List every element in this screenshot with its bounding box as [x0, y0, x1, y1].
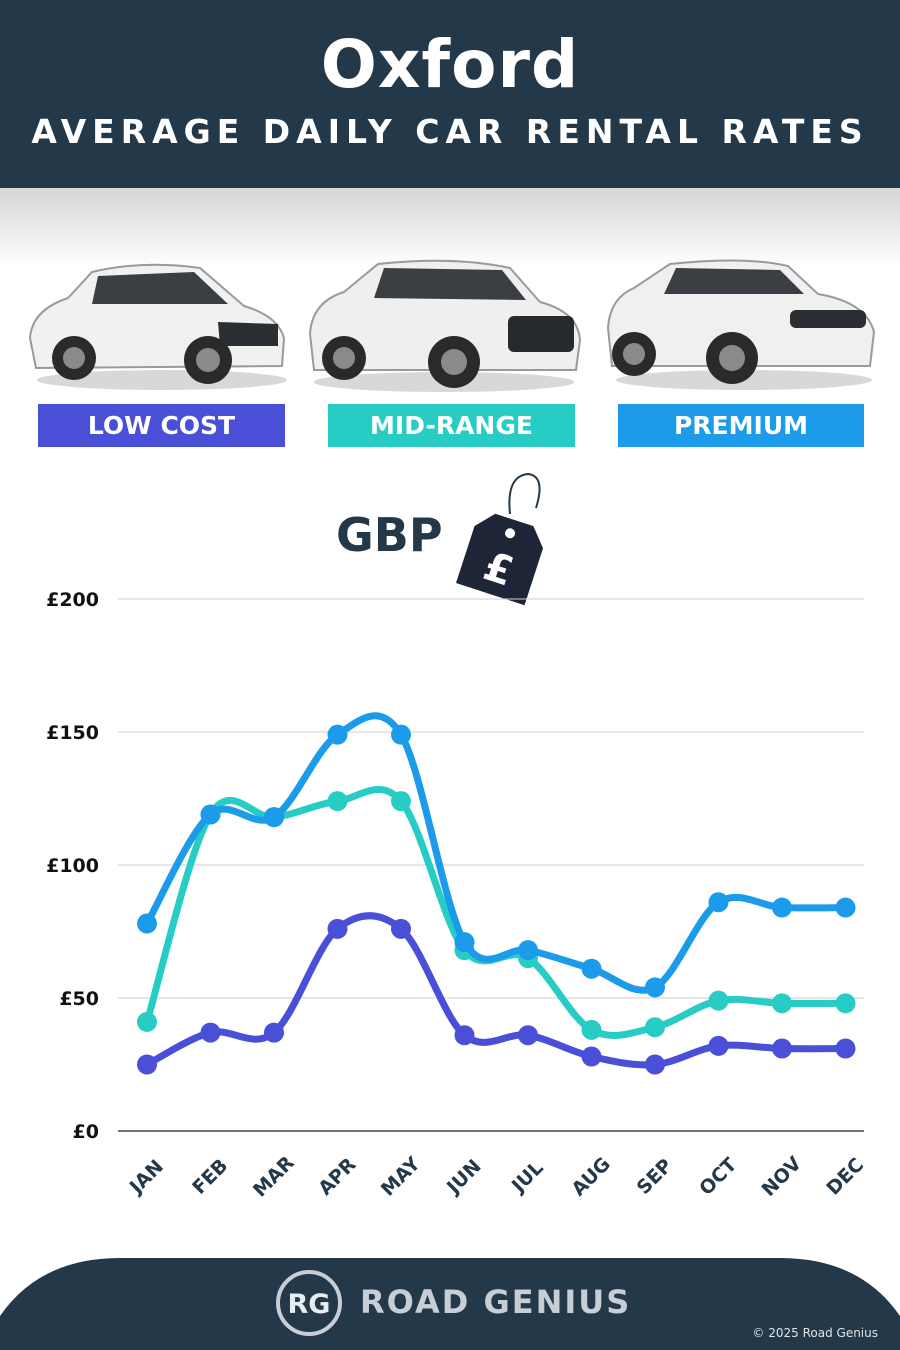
data-point [137, 1054, 157, 1075]
suv-car-image [308, 259, 582, 392]
header-shadow [0, 188, 900, 268]
data-point [835, 897, 856, 918]
series-line-low-cost [143, 912, 849, 1069]
copyright-text: © 2025 Road Genius [752, 1326, 878, 1340]
data-point [327, 918, 348, 939]
data-point [772, 1038, 792, 1059]
x-tick-label: JUL [506, 1157, 547, 1198]
logo-initials: RG [287, 1289, 331, 1320]
series-line-mid-range [143, 786, 849, 1039]
data-point [454, 1025, 475, 1046]
page-title: Oxford [320, 26, 580, 103]
premium-badge: PREMIUM [618, 404, 864, 447]
data-point [645, 1054, 665, 1075]
x-tick-label: NOV [758, 1152, 806, 1200]
y-tick-label: £100 [46, 855, 99, 877]
y-tick-label: £150 [46, 722, 99, 744]
data-point [391, 724, 411, 745]
hatchback-car-image [28, 263, 287, 390]
data-point [645, 1017, 665, 1038]
brand-name: ROAD GENIUS [360, 1283, 632, 1321]
data-point [200, 1022, 221, 1043]
data-point [327, 791, 348, 812]
road-genius-logo: RG [276, 1270, 342, 1336]
data-point [518, 940, 538, 961]
currency-label: GBP [336, 508, 443, 562]
data-point [137, 913, 157, 934]
series-line-premium [143, 712, 849, 994]
data-point [264, 1022, 284, 1043]
data-point [137, 1011, 157, 1032]
data-point [581, 958, 602, 979]
data-point [581, 1046, 602, 1067]
data-point [581, 1019, 602, 1040]
data-point [200, 804, 221, 825]
x-tick-label: JAN [124, 1156, 168, 1200]
mid-range-badge: MID-RANGE [328, 404, 575, 447]
y-tick-label: £50 [59, 988, 99, 1010]
x-tick-label: OCT [695, 1154, 741, 1200]
data-point [391, 918, 411, 939]
x-tick-label: FEB [188, 1155, 232, 1199]
premium-suv-car-image [606, 259, 876, 390]
data-point [708, 892, 729, 913]
data-point [454, 932, 475, 953]
y-tick-label: £200 [46, 589, 99, 611]
x-tick-label: MAR [249, 1152, 299, 1202]
x-tick-label: JUN [441, 1155, 485, 1199]
footer-band [0, 1258, 900, 1350]
x-tick-label: DEC [822, 1154, 868, 1200]
data-point [772, 897, 792, 918]
data-point [708, 1035, 729, 1056]
data-point [772, 993, 792, 1014]
x-tick-label: MAY [377, 1153, 425, 1201]
price-tag-icon: £ [456, 472, 544, 606]
data-point [518, 1025, 538, 1046]
data-point [708, 990, 729, 1011]
low-cost-badge: LOW COST [38, 404, 285, 447]
x-tick-label: APR [314, 1153, 360, 1199]
x-tick-label: SEP [633, 1155, 677, 1199]
rental-rate-line-chart: £0 £50 £100 £150 £200 JAN FEB MAR APR MAY JUN JUL AU… [46, 589, 868, 1202]
data-point [391, 791, 411, 812]
data-point [327, 724, 348, 745]
y-tick-label: £0 [73, 1121, 99, 1143]
data-point [264, 807, 284, 828]
header: Oxford AVERAGE DAILY CAR RENTAL RATES [0, 0, 900, 188]
x-tick-label: AUG [568, 1153, 615, 1200]
data-point [645, 977, 665, 998]
data-point [835, 993, 856, 1014]
data-point [835, 1038, 856, 1059]
page-subtitle: AVERAGE DAILY CAR RENTAL RATES [31, 112, 869, 151]
